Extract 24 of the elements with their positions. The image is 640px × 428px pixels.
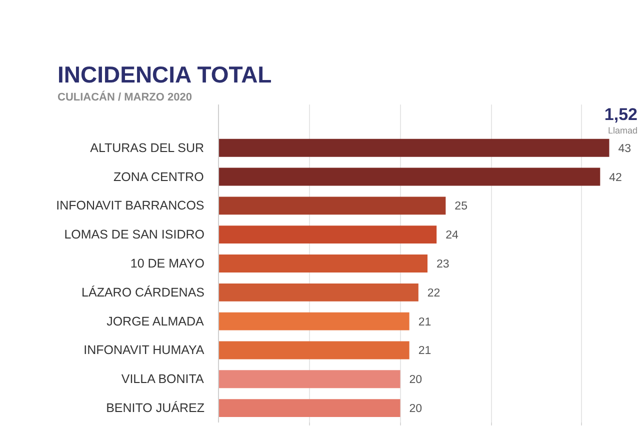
annotation: Llamad <box>608 126 638 136</box>
y-tick-label: INFONAVIT HUMAYA <box>84 343 205 358</box>
y-tick-label: BENITO JUÁREZ <box>106 401 205 416</box>
data-label: 42 <box>609 172 622 184</box>
y-tick-label: LÁZARO CÁRDENAS <box>82 285 205 300</box>
y-tick-label: ALTURAS DEL SUR <box>90 140 204 155</box>
y-tick-label: ZONA CENTRO <box>114 170 204 184</box>
annotation: 1,52 <box>604 104 638 124</box>
data-label: 43 <box>618 142 632 155</box>
y-tick-label: 10 DE MAYO <box>130 256 205 270</box>
data-label: 20 <box>409 403 422 416</box>
y-tick-label: JORGE ALMADA <box>106 314 204 328</box>
data-label: 20 <box>409 374 422 386</box>
data-label: 24 <box>446 230 459 242</box>
data-label: 25 <box>454 200 468 213</box>
data-label: 23 <box>436 258 450 270</box>
y-tick-label: VILLA BONITA <box>121 372 204 386</box>
data-label: 21 <box>418 316 432 328</box>
y-tick-label: INFONAVIT BARRANCOS <box>56 198 204 213</box>
chart-title: INCIDENCIA TOTAL <box>58 62 272 88</box>
data-label: 21 <box>418 345 432 358</box>
y-tick-label: LOMAS DE SAN ISIDRO <box>64 228 205 242</box>
text: CULIACÁN / MARZO 2020 <box>58 90 192 104</box>
data-label: 22 <box>427 287 440 300</box>
